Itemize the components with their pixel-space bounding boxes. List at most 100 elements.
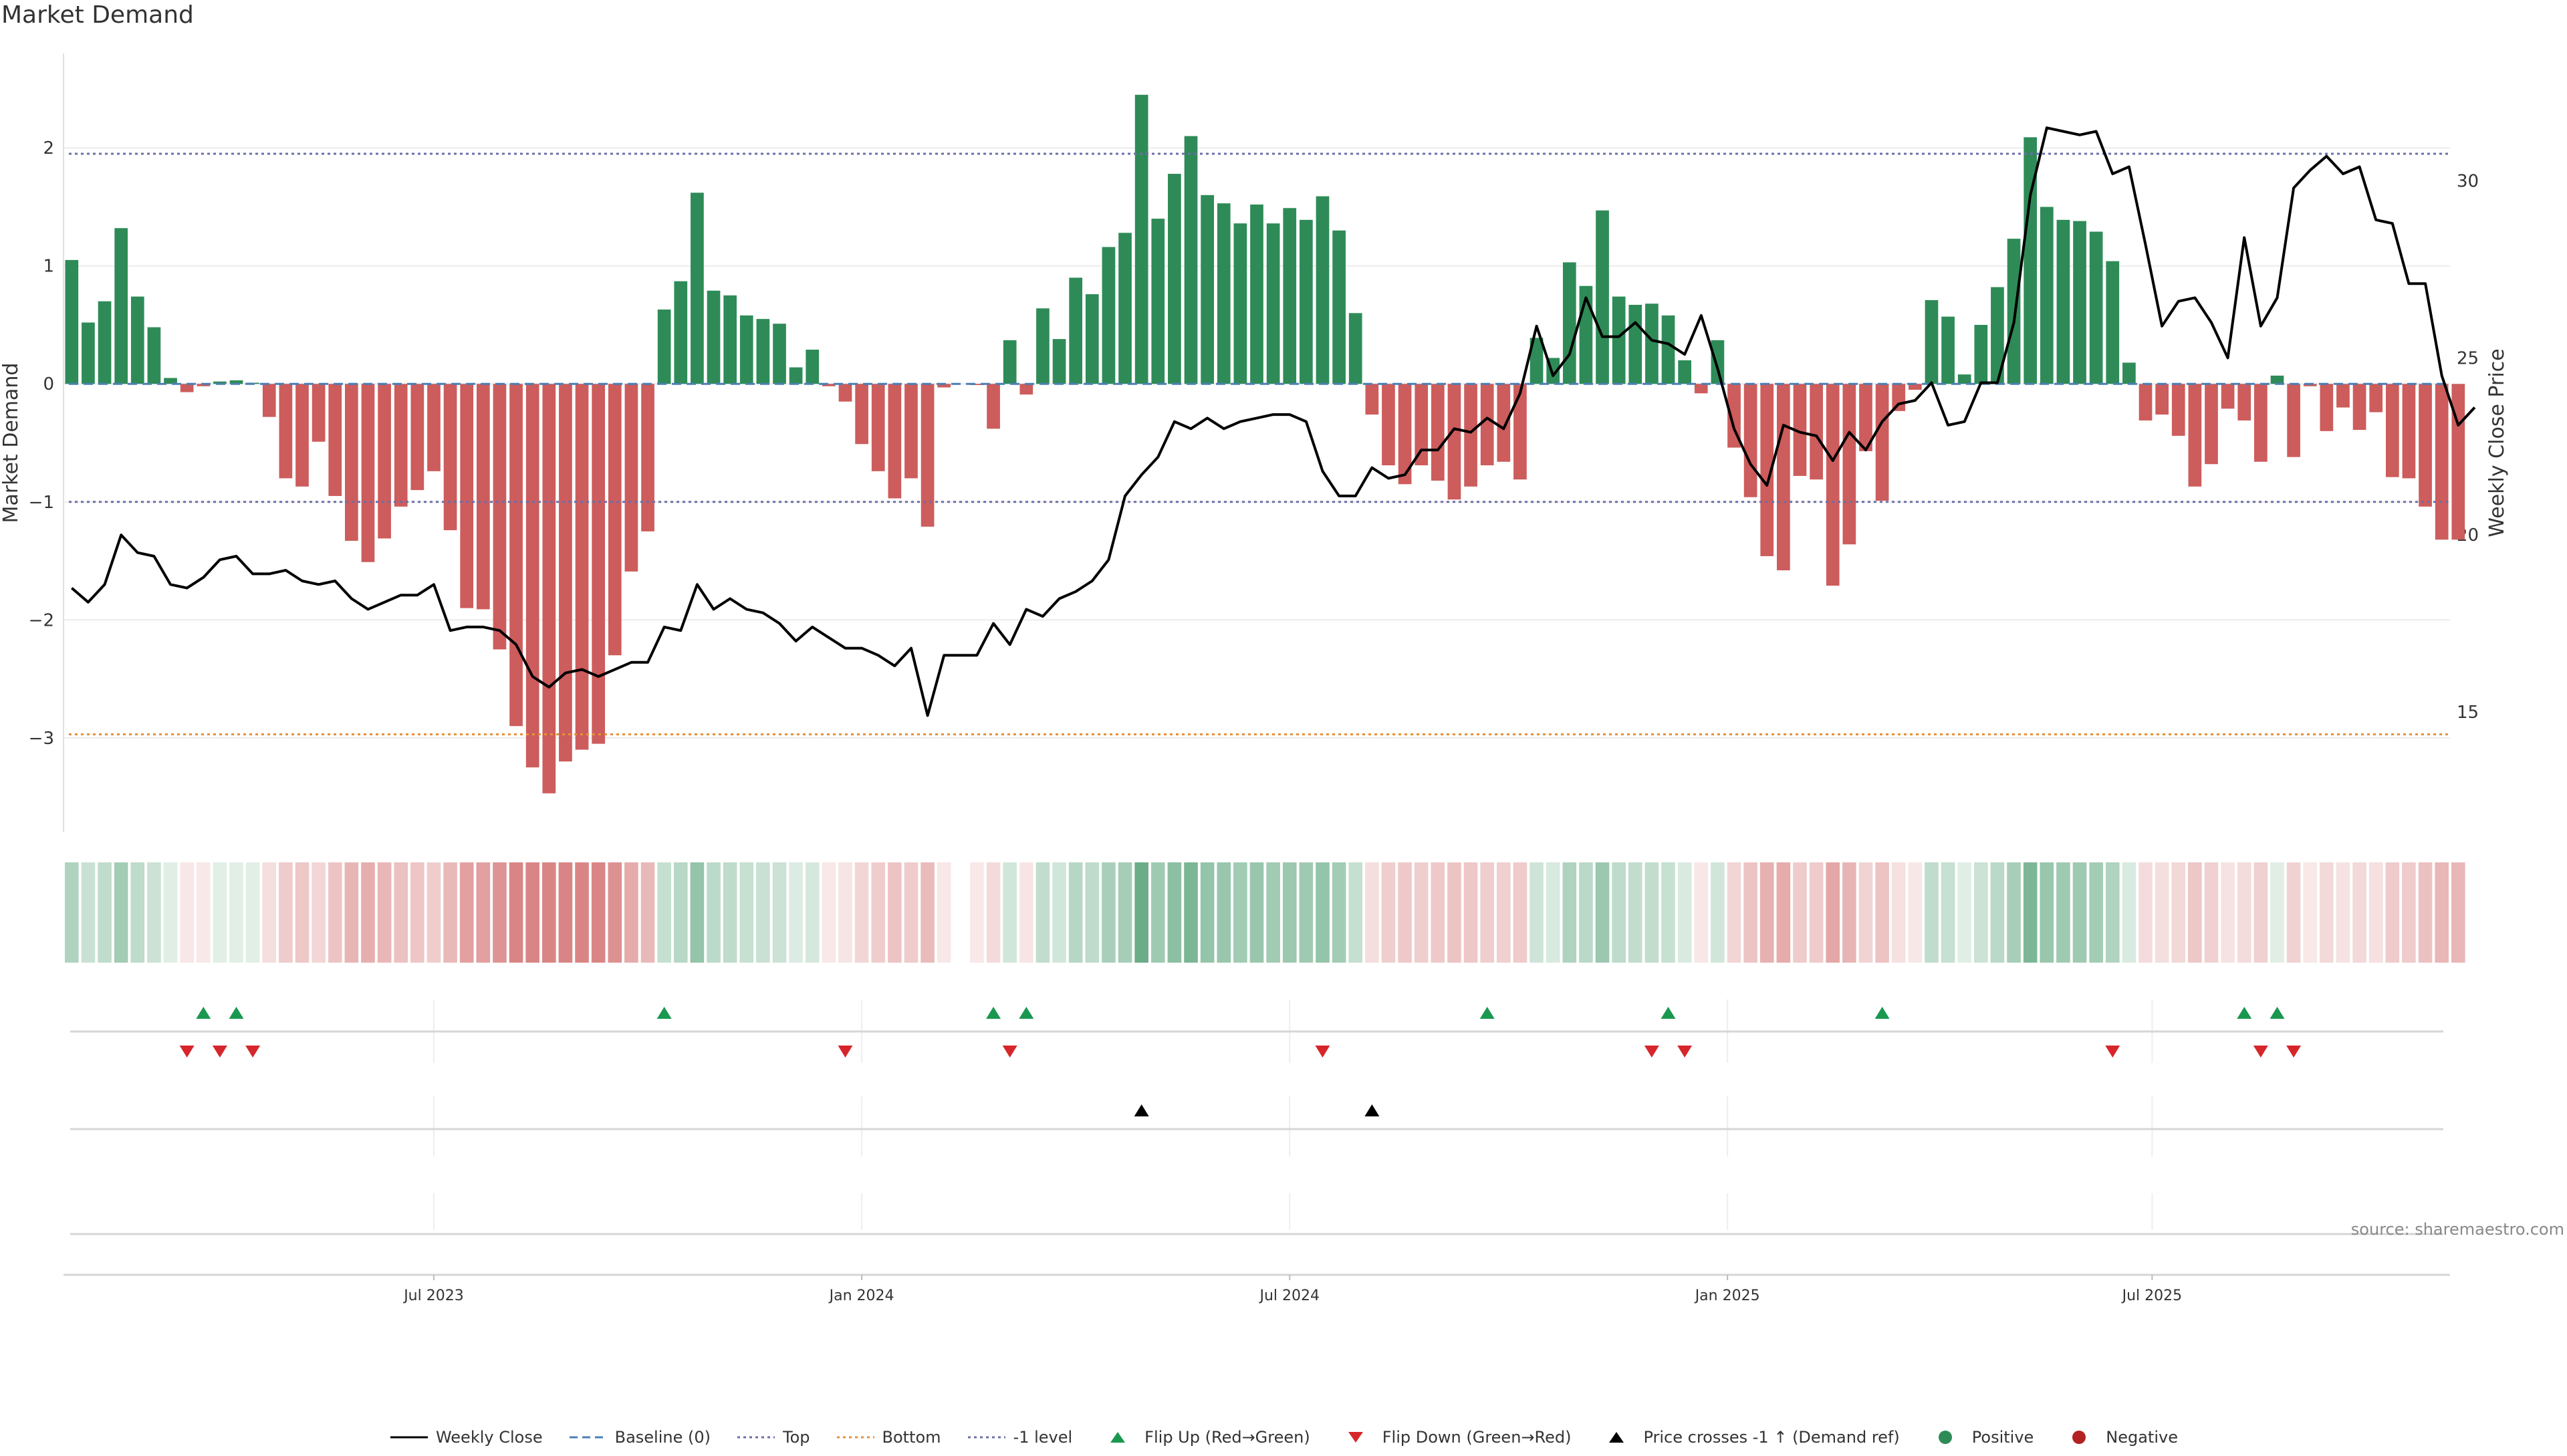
demand-bar [378,384,391,539]
flip-up-marker [656,1007,672,1019]
heat-strip-cell [2320,862,2334,963]
heat-strip-cell [723,862,737,963]
heat-strip-cell [1677,862,1692,963]
demand-bar [789,367,803,384]
demand-bar [921,384,935,527]
heat-strip-cell [2072,862,2087,963]
demand-bar [460,384,474,608]
legend-label: Flip Down (Green→Red) [1382,1428,1572,1447]
heat-strip-cell [2007,862,2021,963]
demand-bar [2122,362,2136,384]
legend-item: Negative [2059,1428,2178,1447]
y-right-tick-label: 25 [2457,348,2479,368]
flip-up-marker [2237,1007,2252,1019]
heat-strip-cell [1941,862,1955,963]
heat-strip-cell [312,862,326,963]
demand-bar [592,384,606,744]
heat-strip-cell [1102,862,1116,963]
heat-strip-cell [2056,862,2070,963]
demand-bar [691,193,704,384]
legend-label: Negative [2106,1428,2179,1447]
heat-strip-cell [1661,862,1675,963]
demand-bar [822,384,836,386]
heat-strip-cell [854,862,869,963]
heat-strip-cell [1562,862,1577,963]
heat-strip-cell [608,862,622,963]
demand-bar [1678,360,1691,384]
demand-bar [2205,384,2218,465]
demand-bar [98,301,112,384]
flip-down-marker [838,1046,853,1058]
heat-strip-cell [673,862,688,963]
demand-bar [493,384,507,650]
heat-strip-cell [1217,862,1231,963]
heat-strip-cell [2270,862,2284,963]
legend: Weekly Close Baseline (0) Top Bottom -1 leve… [0,1419,2567,1456]
demand-bar [937,384,951,388]
demand-bar [1859,384,1872,451]
heat-strip-cell [1463,862,1478,963]
heat-strip-cell [525,862,539,963]
demand-bar [2073,221,2086,384]
demand-bar [2419,384,2432,507]
heat-strip-cell [1233,862,1247,963]
heat-strip-cell [739,862,754,963]
y-right-tick-label: 15 [2457,703,2479,723]
heat-strip-cell [2105,862,2120,963]
demand-bar [674,281,688,384]
heat-strip-cell [2418,862,2433,963]
demand-bar [2188,384,2202,487]
demand-bar [1217,203,1231,384]
heat-strip-cell [1150,862,1165,963]
flip-down-marker [1677,1046,1693,1058]
flip-down-marker [2286,1046,2302,1058]
heat-strip-cell [2451,862,2465,963]
demand-bar [773,324,786,384]
legend-swatch [1110,1432,1126,1443]
heat-strip-cell [1727,862,1741,963]
demand-bar [1743,384,1757,497]
demand-bar [2435,384,2449,540]
demand-heat-strip [65,862,2465,963]
legend-swatch [967,1436,1005,1439]
heat-strip-cell [1134,862,1148,963]
x-tick-label: Jul 2025 [2121,1288,2183,1304]
demand-bar [509,384,523,727]
demand-bar [542,384,556,794]
heat-strip-cell [410,862,424,963]
legend-item: Baseline (0) [568,1428,711,1447]
y-left-tick-label: 1 [43,257,54,277]
heat-strip-cell [2023,862,2038,963]
x-tick-label: Jan 2024 [828,1288,894,1304]
heat-strip-cell [2385,862,2400,963]
heat-strip-cell [1249,862,1264,963]
demand-bar [1925,299,1939,384]
demand-bar [2270,375,2284,384]
heat-strip-cell [904,862,919,963]
flip-down-marker [179,1046,195,1058]
flip-down-marker [212,1046,227,1058]
demand-bar [1562,262,1576,384]
demand-bar [1283,208,1297,384]
demand-bar [756,319,770,384]
heat-strip-cell [1332,862,1346,963]
demand-bar [2089,231,2103,384]
demand-bar [707,290,721,384]
demand-bar [1957,374,1971,384]
demand-bar [1842,384,1856,545]
heat-strip-cell [871,862,886,963]
heat-strip-cell [1316,862,1330,963]
legend-swatch [1609,1432,1624,1443]
demand-bar [723,295,737,384]
price-cross-marker [1364,1104,1380,1116]
heat-strip-cell [295,862,310,963]
demand-bar [1908,384,1922,390]
demand-bar [2352,384,2366,431]
heat-strip-cell [542,862,556,963]
heat-strip-cell [2286,862,2301,963]
demand-bar [1661,315,1675,384]
heat-strip-cell [65,862,79,963]
heat-strip-cell [1003,862,1017,963]
